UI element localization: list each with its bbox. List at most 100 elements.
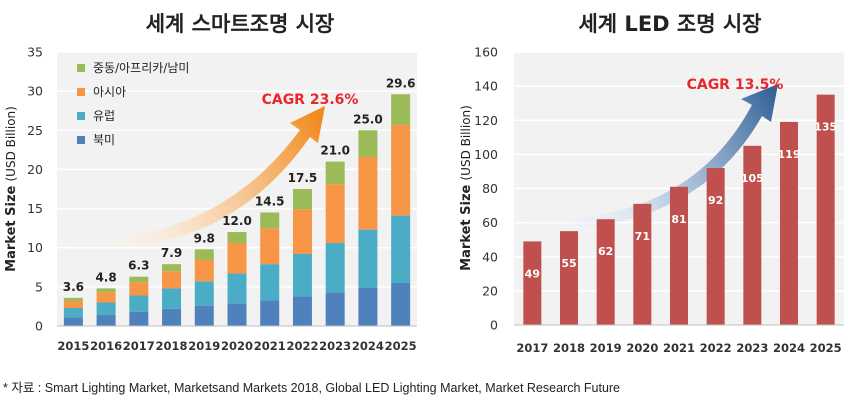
left-y-tick-label: 15 (27, 201, 43, 216)
bar-segment (260, 212, 280, 229)
right-y-tick-label: 160 (474, 45, 498, 60)
bar (706, 168, 725, 325)
bar-segment (63, 307, 83, 318)
right-x-tick-label: 2024 (773, 341, 805, 355)
right-y-tick-label: 100 (474, 147, 498, 162)
bar-value-label: 49 (525, 267, 540, 280)
bar-segment (391, 215, 411, 283)
legend-label: 북미 (93, 133, 115, 147)
bar-segment (358, 229, 378, 288)
legend-label: 아시아 (93, 85, 126, 99)
bar-total-label: 29.6 (386, 76, 416, 90)
bar-segment (292, 189, 312, 210)
right-y-axis-label: Market Size (USD Billion) (459, 105, 474, 271)
bar-segment (96, 292, 116, 303)
bar-segment (227, 303, 247, 326)
right-x-tick-label: 2017 (516, 341, 548, 355)
bar-segment (391, 94, 411, 125)
left-y-tick-label: 10 (27, 240, 43, 255)
bar-total-label: 6.3 (128, 259, 149, 273)
cagr-arrow-led (515, 84, 778, 230)
bar-segment (260, 228, 280, 265)
left-x-tick-label: 2019 (188, 339, 220, 353)
bar-segment (292, 296, 312, 326)
cagr-label-smart: CAGR 23.6% (262, 92, 359, 108)
left-x-tick-label: 2025 (385, 339, 417, 353)
left-y-tick-label: 25 (27, 123, 43, 138)
bar-segment (96, 315, 116, 326)
left-y-tick-label: 0 (35, 319, 43, 334)
left-y-tick-label: 5 (35, 279, 43, 294)
cagr-label-led: CAGR 13.5% (687, 77, 784, 93)
legend-swatch (77, 88, 85, 96)
right-y-tick-label: 40 (482, 249, 498, 264)
bar-total-label: 9.8 (194, 231, 215, 245)
bar (780, 121, 798, 325)
bar-segment (227, 232, 247, 244)
bar-segment (358, 156, 378, 230)
right-x-tick-label: 2022 (700, 341, 732, 355)
bar-segment (129, 282, 149, 296)
bar (743, 145, 762, 325)
right-y-tick-label: 20 (482, 283, 498, 298)
bar-total-label: 4.8 (95, 270, 116, 284)
right-y-tick-label: 60 (482, 215, 498, 230)
bar-segment (194, 305, 214, 326)
bar-segment (129, 311, 149, 326)
bar-segment (325, 161, 345, 185)
right-x-tick-label: 2019 (590, 341, 622, 355)
bar-segment (358, 130, 378, 157)
left-y-tick-label: 20 (27, 162, 43, 177)
legend-label: 중동/아프리카/남미 (93, 61, 189, 75)
bar-segment (63, 300, 83, 308)
left-x-tick-label: 2015 (57, 339, 89, 353)
bar-total-label: 25.0 (353, 112, 383, 126)
left-y-axis-label: Market Size (USD Billion) (4, 106, 19, 272)
bar-segment (292, 209, 312, 254)
bar-total-label: 3.6 (63, 280, 84, 294)
bar-value-label: 81 (671, 213, 686, 226)
bar-segment (227, 273, 247, 304)
left-y-tick-label: 30 (27, 84, 43, 99)
bar-total-label: 7.9 (161, 246, 182, 260)
right-x-tick-label: 2021 (663, 341, 695, 355)
bar-value-label: 62 (598, 245, 613, 258)
bar-segment (358, 287, 378, 326)
bar-segment (292, 253, 312, 297)
bar-value-label: 71 (635, 230, 650, 243)
right-y-tick-label: 0 (490, 318, 498, 333)
bar-segment (162, 308, 182, 326)
right-x-tick-label: 2025 (810, 341, 842, 355)
bar-segment (194, 259, 214, 282)
left-x-tick-label: 2016 (90, 339, 122, 353)
bar-segment (129, 276, 149, 283)
left-x-tick-label: 2023 (319, 339, 351, 353)
bar-segment (96, 288, 116, 293)
bar-segment (162, 271, 182, 289)
cagr-arrow-smart (70, 106, 325, 248)
bar-segment (63, 297, 83, 301)
left-x-tick-label: 2024 (352, 339, 384, 353)
left-x-tick-label: 2021 (254, 339, 286, 353)
bar (523, 241, 542, 325)
source-footnote: * 자료 : Smart Lighting Market, Marketsand… (3, 381, 621, 395)
bar-segment (325, 292, 345, 326)
bar-segment (325, 184, 345, 244)
bar-segment (129, 295, 149, 312)
left-x-tick-label: 2020 (221, 339, 253, 353)
right-chart-title: 세계 LED 조명 시장 (578, 12, 762, 36)
bar-segment (227, 243, 247, 274)
bar-value-label: 92 (708, 194, 723, 207)
right-x-tick-label: 2023 (736, 341, 768, 355)
right-x-tick-label: 2018 (553, 341, 585, 355)
left-x-tick-label: 2018 (156, 339, 188, 353)
bar-segment (194, 249, 214, 260)
smart-lighting-chart: 3.64.86.37.99.812.014.517.521.025.029.6 … (4, 45, 417, 353)
bar-segment (260, 300, 280, 326)
bar (633, 203, 652, 325)
bar-total-label: 12.0 (222, 214, 252, 228)
right-plot-area (514, 52, 844, 325)
bar-segment (63, 317, 83, 326)
bar-segment (391, 282, 411, 326)
bar (596, 219, 615, 325)
